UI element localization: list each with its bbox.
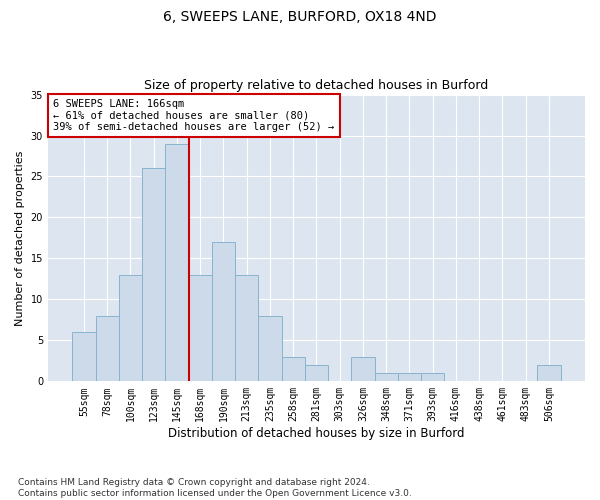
Bar — [188, 275, 212, 382]
Bar — [374, 373, 398, 382]
Bar — [212, 242, 235, 382]
Text: Contains HM Land Registry data © Crown copyright and database right 2024.
Contai: Contains HM Land Registry data © Crown c… — [18, 478, 412, 498]
Bar — [281, 357, 305, 382]
Bar — [73, 332, 95, 382]
Bar — [538, 365, 560, 382]
Text: 6, SWEEPS LANE, BURFORD, OX18 4ND: 6, SWEEPS LANE, BURFORD, OX18 4ND — [163, 10, 437, 24]
Bar — [119, 275, 142, 382]
Bar — [352, 357, 374, 382]
Y-axis label: Number of detached properties: Number of detached properties — [15, 150, 25, 326]
Text: 6 SWEEPS LANE: 166sqm
← 61% of detached houses are smaller (80)
39% of semi-deta: 6 SWEEPS LANE: 166sqm ← 61% of detached … — [53, 99, 335, 132]
Bar — [95, 316, 119, 382]
Bar — [235, 275, 259, 382]
Bar — [421, 373, 445, 382]
Title: Size of property relative to detached houses in Burford: Size of property relative to detached ho… — [145, 79, 488, 92]
Bar — [166, 144, 188, 382]
Bar — [259, 316, 281, 382]
Bar — [142, 168, 166, 382]
Bar — [398, 373, 421, 382]
Bar — [305, 365, 328, 382]
X-axis label: Distribution of detached houses by size in Burford: Distribution of detached houses by size … — [168, 427, 465, 440]
